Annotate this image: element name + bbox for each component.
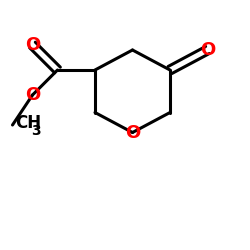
Text: O: O bbox=[125, 124, 140, 142]
Text: 3: 3 bbox=[31, 124, 41, 138]
Text: CH: CH bbox=[15, 114, 41, 132]
Text: O: O bbox=[200, 41, 215, 59]
Text: O: O bbox=[25, 86, 40, 104]
Text: O: O bbox=[25, 36, 40, 54]
